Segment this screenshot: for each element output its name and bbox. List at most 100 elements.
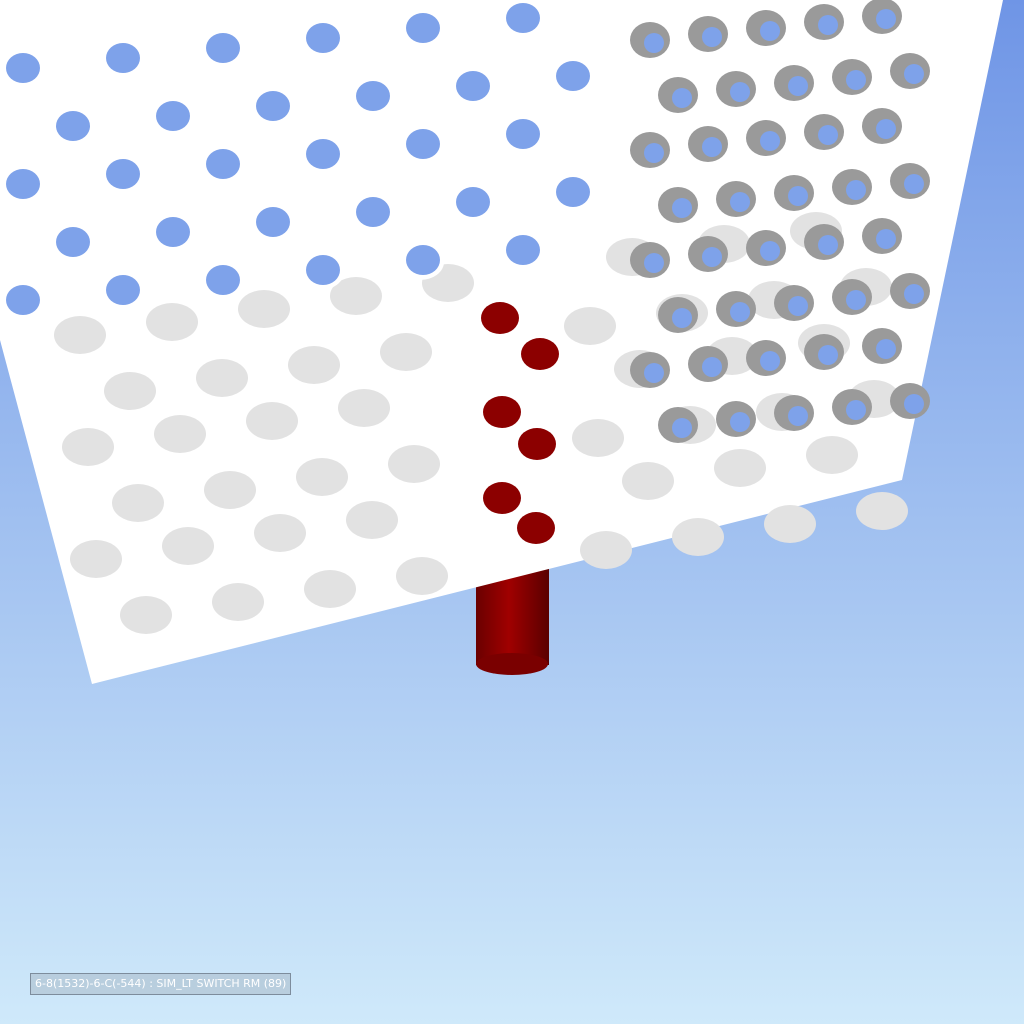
plate-hole xyxy=(672,418,692,438)
plate-hole xyxy=(456,71,490,101)
plate-hole xyxy=(156,101,190,131)
plate-hole xyxy=(644,33,664,53)
plate-hole xyxy=(6,169,40,199)
plate-hole xyxy=(856,492,908,530)
pipe-through-hole xyxy=(521,338,559,370)
plate-hole xyxy=(764,505,816,543)
plate-hole xyxy=(306,139,340,169)
plate-hole xyxy=(572,419,624,457)
plate-hole xyxy=(846,70,866,90)
plate-hole xyxy=(818,125,838,145)
plate-hole xyxy=(904,174,924,194)
pipe-through-hole xyxy=(483,396,521,428)
plate-hole xyxy=(644,363,664,383)
plate-hole xyxy=(846,400,866,420)
perforated-plate[interactable] xyxy=(0,0,1003,684)
plate-hole xyxy=(788,406,808,426)
plate-hole xyxy=(876,119,896,139)
plate-hole xyxy=(254,514,306,552)
plate-hole xyxy=(702,247,722,267)
plate-hole xyxy=(580,531,632,569)
plate-hole xyxy=(120,596,172,634)
plate-hole xyxy=(760,241,780,261)
plate-hole xyxy=(106,43,140,73)
plate-hole xyxy=(818,345,838,365)
plate-hole xyxy=(672,198,692,218)
plate-hole xyxy=(206,149,240,179)
plate-hole xyxy=(556,61,590,91)
plate-hole xyxy=(846,180,866,200)
plate-hole xyxy=(54,316,106,354)
plate-hole xyxy=(56,111,90,141)
plate-hole xyxy=(788,296,808,316)
plate-hole xyxy=(406,13,440,43)
plate-hole xyxy=(702,27,722,47)
plate-hole xyxy=(388,445,440,483)
plate-hole xyxy=(702,357,722,377)
plate-hole xyxy=(730,82,750,102)
plate-hole xyxy=(306,23,340,53)
plate-hole xyxy=(556,177,590,207)
plate-hole xyxy=(106,159,140,189)
plate-hole xyxy=(154,415,206,453)
plate-hole xyxy=(714,449,766,487)
plate-hole xyxy=(288,346,340,384)
plate-hole xyxy=(246,402,298,440)
plate-hole xyxy=(406,129,440,159)
plate-hole xyxy=(506,235,540,265)
plate-hole xyxy=(876,339,896,359)
plate-hole xyxy=(256,91,290,121)
plate-hole xyxy=(904,64,924,84)
plate-hole xyxy=(356,81,390,111)
plate-hole xyxy=(456,187,490,217)
plate-hole xyxy=(876,229,896,249)
object-status-label: 6-8(1532)-6-C(-544) : SIM_LT SWITCH RM (… xyxy=(30,973,292,995)
plate-hole xyxy=(672,308,692,328)
plate-hole xyxy=(760,21,780,41)
plate-hole xyxy=(406,245,440,275)
plate-hole xyxy=(296,458,348,496)
plate-hole xyxy=(644,253,664,273)
plate-hole xyxy=(104,372,156,410)
plate-hole xyxy=(818,15,838,35)
plate-holes-right xyxy=(630,0,930,443)
plate-hole xyxy=(106,275,140,305)
plate-hole xyxy=(304,570,356,608)
plate-hole xyxy=(846,290,866,310)
plate-hole xyxy=(6,53,40,83)
plate-hole xyxy=(346,501,398,539)
plate-hole xyxy=(730,412,750,432)
plate-hole xyxy=(760,131,780,151)
plate-hole xyxy=(338,389,390,427)
plate-hole xyxy=(672,518,724,556)
plate-hole xyxy=(6,285,40,315)
pipe-through-hole xyxy=(518,428,556,460)
plate-hole xyxy=(330,277,382,315)
pipe-through-hole xyxy=(481,302,519,334)
plate-hole xyxy=(702,137,722,157)
pipe-through-hole xyxy=(483,482,521,514)
plate-hole xyxy=(206,265,240,295)
plate-hole xyxy=(672,88,692,108)
plate-hole xyxy=(904,394,924,414)
plate-hole xyxy=(806,436,858,474)
pipe-through-hole xyxy=(517,512,555,544)
plate-hole xyxy=(212,583,264,621)
plate-hole xyxy=(380,333,432,371)
plate-hole xyxy=(788,76,808,96)
plate-hole xyxy=(876,9,896,29)
plate-hole xyxy=(644,143,664,163)
plate-hole xyxy=(730,192,750,212)
plate-hole xyxy=(206,33,240,63)
plate-hole xyxy=(506,119,540,149)
plate-hole xyxy=(256,207,290,237)
plate-hole xyxy=(356,197,390,227)
plate-hole xyxy=(818,235,838,255)
plate-hole xyxy=(204,471,256,509)
plate-holes-lower xyxy=(54,212,908,634)
plate-hole xyxy=(904,284,924,304)
plate-hole xyxy=(162,527,214,565)
plate-hole xyxy=(156,217,190,247)
plate-hole xyxy=(396,557,448,595)
